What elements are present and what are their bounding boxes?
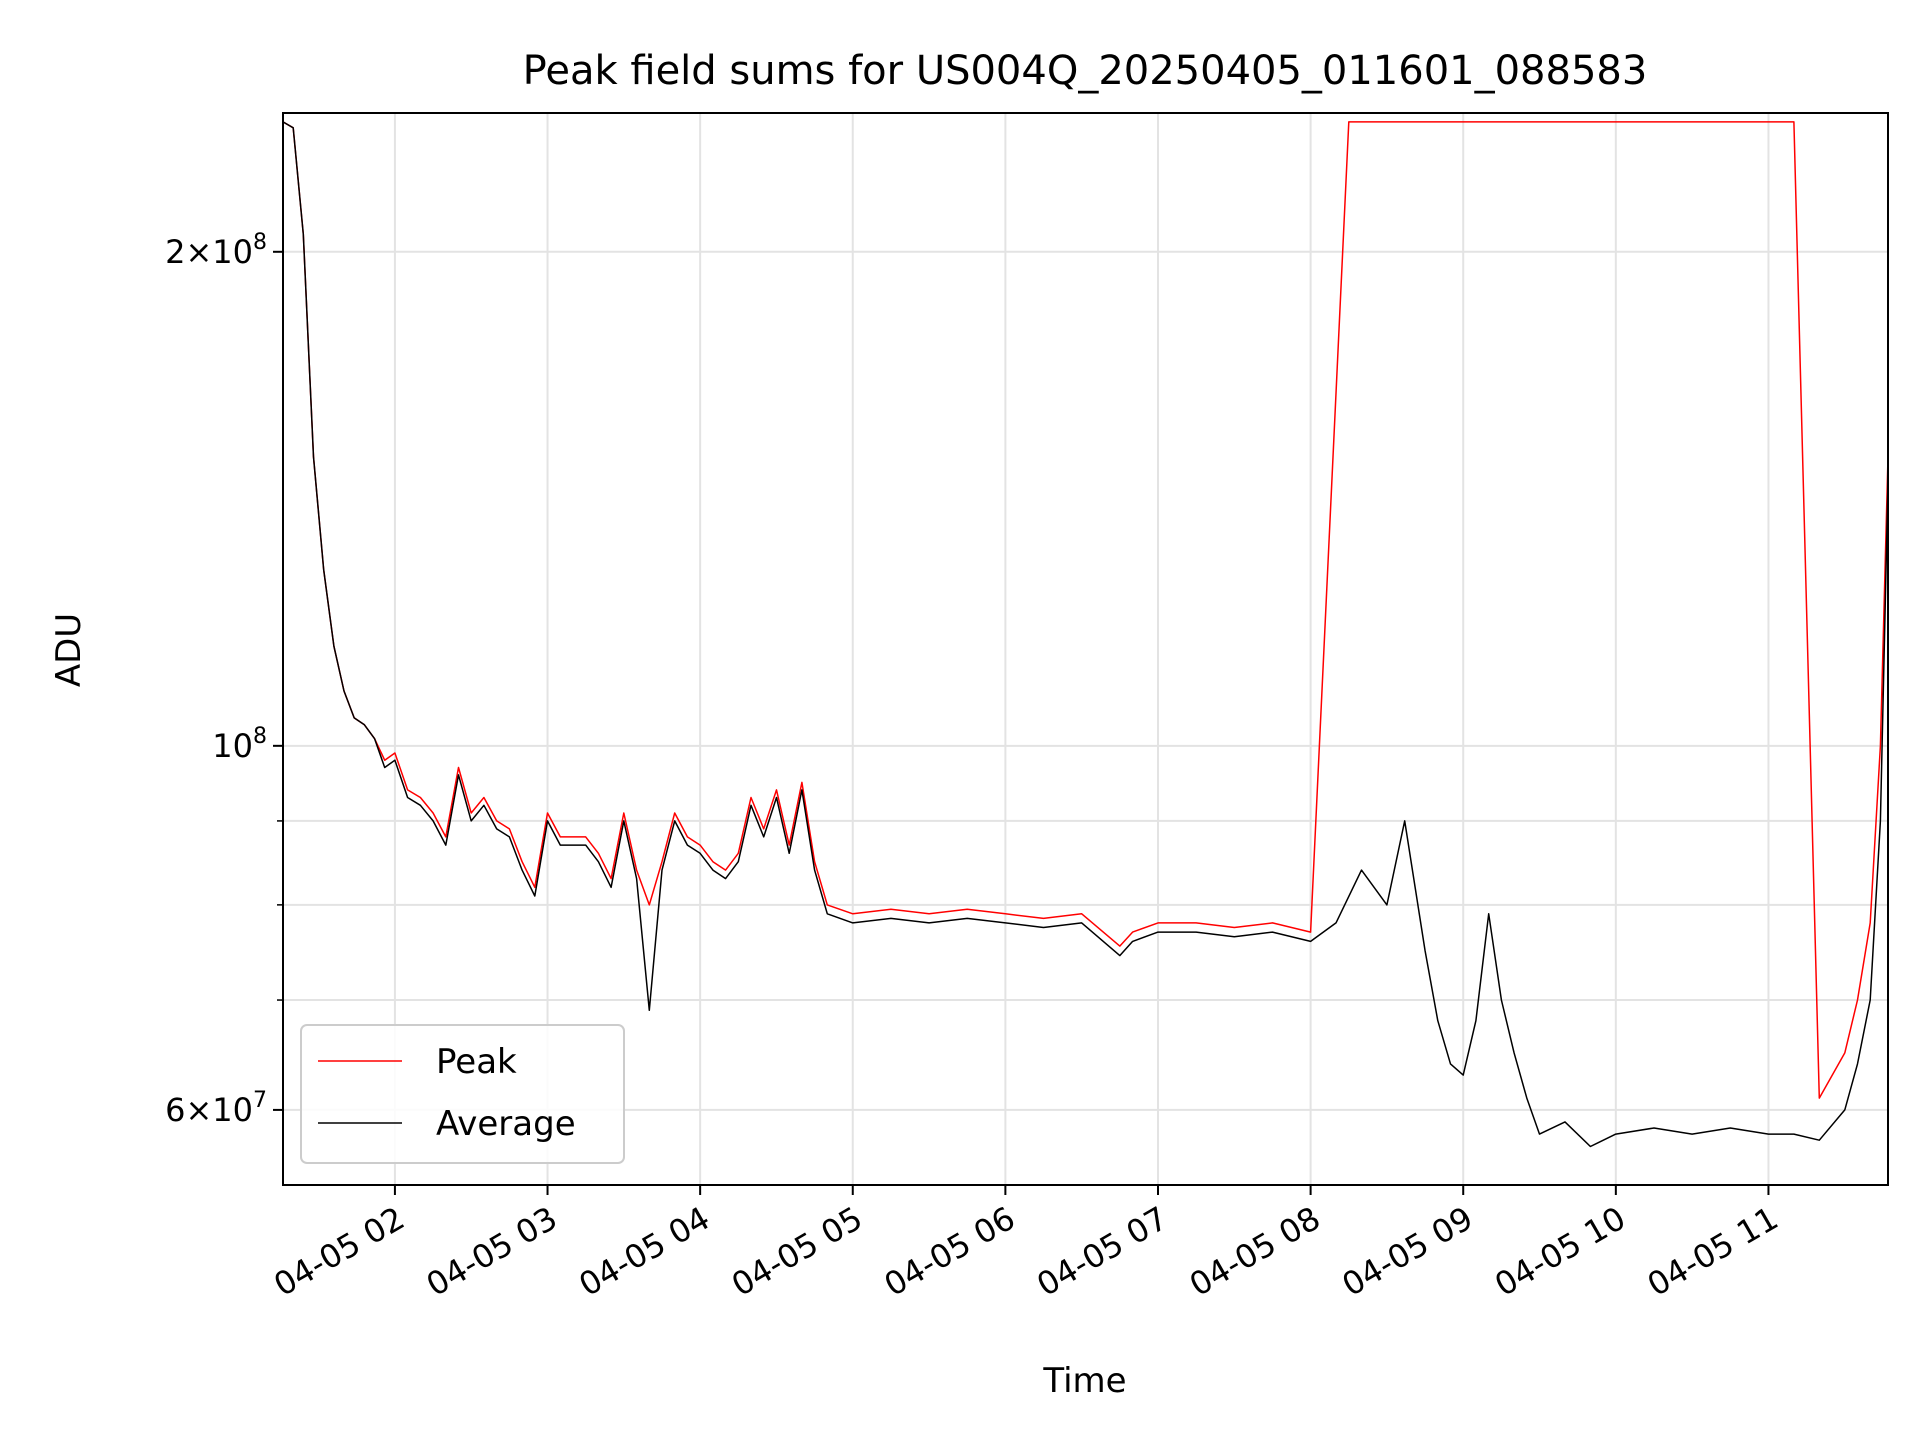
legend: Peak Average — [300, 1024, 625, 1164]
x-axis-label: Time — [1042, 1361, 1126, 1401]
legend-box — [300, 1024, 625, 1164]
legend-label-average: Average — [436, 1104, 576, 1144]
grid-lines — [283, 113, 1888, 1185]
y-tick-label: 108 — [212, 724, 267, 765]
legend-label-peak: Peak — [436, 1042, 517, 1082]
y-axis-label: ADU — [49, 613, 89, 687]
series-line-peak — [283, 121, 1888, 1099]
series-layer — [283, 121, 1888, 1148]
y-tick-label: 6×107 — [165, 1088, 267, 1129]
plot-frame — [282, 112, 1889, 1186]
chart-title: Peak field sums for US004Q_20250405_0116… — [523, 48, 1648, 94]
y-axis-ticks: 6×107 108 2×108 — [165, 230, 283, 1129]
y-tick-label: 2×108 — [165, 230, 267, 271]
series-line-average — [283, 121, 1888, 1148]
